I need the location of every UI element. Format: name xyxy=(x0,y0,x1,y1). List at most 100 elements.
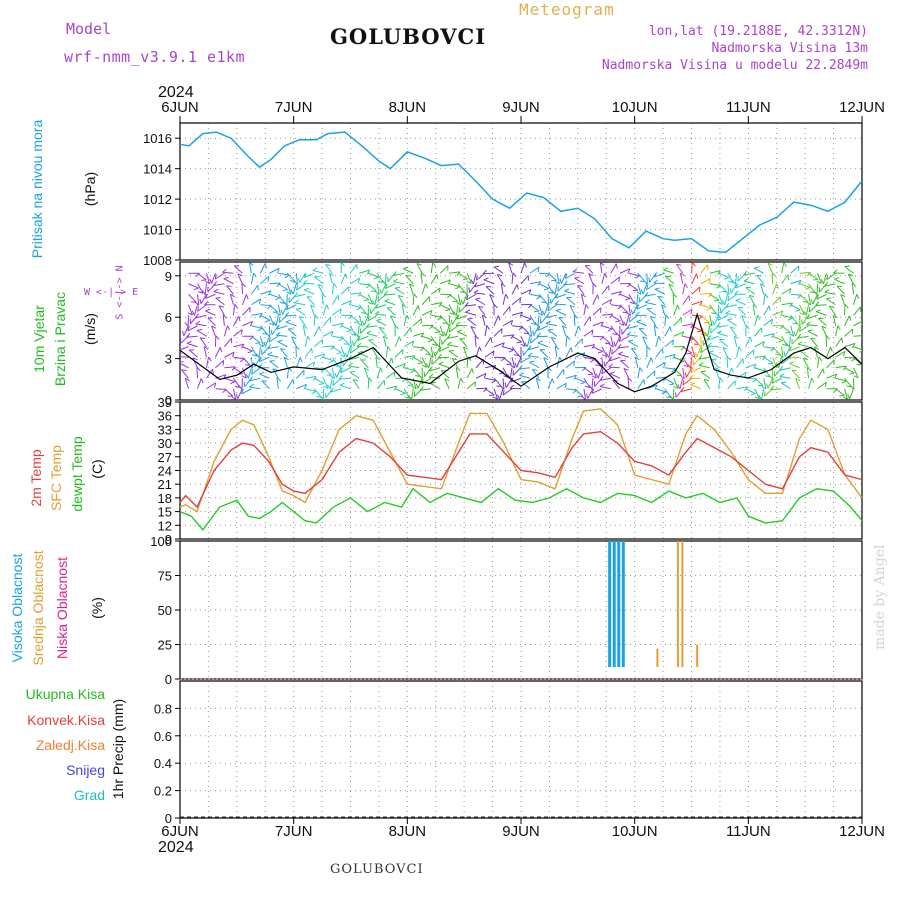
wind-barb-tick xyxy=(258,298,262,304)
wind-barb-tick xyxy=(654,287,660,290)
wind-barb-tick xyxy=(657,295,663,298)
wind-barb-tick xyxy=(601,368,604,375)
wind-barb xyxy=(526,336,531,348)
wind-barb xyxy=(394,363,406,369)
wind-barb xyxy=(722,347,729,358)
wind-barb-tick xyxy=(596,294,600,300)
wind-barb xyxy=(761,388,765,400)
wind-barb-tick xyxy=(330,375,335,379)
wind-barb-tick xyxy=(813,290,818,296)
wind-barb xyxy=(618,335,630,343)
wind-barb xyxy=(835,365,847,369)
precip-legend-snow: Snijeg xyxy=(66,762,105,778)
wind-barb-tick xyxy=(783,351,786,357)
wind-barb xyxy=(628,340,639,348)
wind-barb xyxy=(449,271,461,274)
wind-barb xyxy=(583,377,591,388)
wind-barb-tick xyxy=(529,338,532,344)
wind-barb xyxy=(349,371,360,379)
wind-barb-tick xyxy=(482,269,487,274)
wind-barb xyxy=(619,304,628,313)
wind-barb-tick xyxy=(716,322,721,328)
wind-barb xyxy=(679,272,684,284)
wind-barb-tick xyxy=(425,363,430,369)
wind-barb-tick xyxy=(550,336,557,340)
wind-barb-tick xyxy=(428,354,434,358)
wind-barb-tick xyxy=(789,333,794,337)
wind-barb xyxy=(628,314,639,323)
wind-barb xyxy=(237,388,243,399)
wind-barb xyxy=(700,292,712,295)
wind-barb xyxy=(269,267,280,274)
wind-barb xyxy=(725,304,737,308)
wind-barb xyxy=(242,320,253,327)
wind-barb xyxy=(340,367,351,374)
wind-barb xyxy=(654,272,665,278)
wind-barb xyxy=(556,382,567,390)
wind-barb xyxy=(200,293,207,305)
wind-barb xyxy=(215,347,221,358)
wind-barb-tick xyxy=(467,356,472,362)
wind-barb-tick xyxy=(564,383,567,389)
wind-barb-tick xyxy=(778,354,784,359)
wind-barb xyxy=(673,356,685,362)
footer-station: GOLUBOVCI xyxy=(330,862,424,877)
wind-barb xyxy=(260,290,272,295)
wind-barb-tick xyxy=(489,294,495,298)
wind-barb xyxy=(763,305,770,316)
wind-barb-tick xyxy=(460,299,464,305)
wind-barb xyxy=(623,368,630,379)
wind-barb xyxy=(599,262,603,274)
wind-barb-tick xyxy=(398,336,402,342)
wind-barb xyxy=(754,341,765,348)
wind-barb-tick xyxy=(815,309,821,313)
wind-barb xyxy=(439,325,445,337)
wind-barb-tick xyxy=(749,336,753,342)
wind-barb xyxy=(259,325,268,335)
wind-barb-tick xyxy=(548,291,554,295)
wind-barb-tick xyxy=(677,304,680,310)
wind-barb-tick xyxy=(247,350,253,354)
wind-barb-tick xyxy=(356,307,362,311)
wind-barb xyxy=(625,315,630,327)
y-tick-label: 75 xyxy=(158,569,172,584)
wind-barb-tick xyxy=(676,263,682,266)
wind-barb xyxy=(481,314,486,326)
wind-barb-tick xyxy=(398,295,404,298)
wind-barb xyxy=(673,367,682,376)
wind-barb xyxy=(466,368,473,379)
wind-barb xyxy=(430,262,434,274)
wind-barb-tick xyxy=(326,304,330,310)
wind-barb xyxy=(295,308,306,316)
wind-barb-tick xyxy=(789,346,792,352)
wind-barb xyxy=(727,380,736,390)
wind-barb-tick xyxy=(215,335,220,340)
wind-barb xyxy=(218,305,225,316)
wind-barb xyxy=(520,314,532,320)
y-tick-label: 12 xyxy=(158,518,172,533)
wind-barb-tick xyxy=(588,273,594,277)
wind-barb xyxy=(223,278,234,285)
wind-barb xyxy=(679,378,684,390)
wind-barb-tick xyxy=(850,385,855,390)
wind-barb xyxy=(385,371,396,379)
wind-barb-tick xyxy=(528,304,533,309)
wind-barb-tick xyxy=(432,262,437,267)
wind-barb xyxy=(844,328,854,337)
wind-barb xyxy=(682,335,694,340)
wind-barb xyxy=(600,385,611,390)
wind-barb-tick xyxy=(504,382,507,388)
wind-barb-tick xyxy=(211,325,217,329)
wind-barb xyxy=(529,293,541,298)
wind-barb xyxy=(821,326,827,337)
wind-barb xyxy=(232,388,237,400)
wind-barb-tick xyxy=(730,367,734,373)
wind-barb-tick xyxy=(636,319,642,323)
wind-barb-tick xyxy=(691,262,696,267)
wind-barb xyxy=(797,343,809,348)
wind-barb-tick xyxy=(840,293,846,298)
wind-barb-tick xyxy=(324,392,327,398)
wind-barb xyxy=(385,346,389,358)
wind-barb xyxy=(385,358,393,369)
wind-barb-tick xyxy=(283,301,288,306)
